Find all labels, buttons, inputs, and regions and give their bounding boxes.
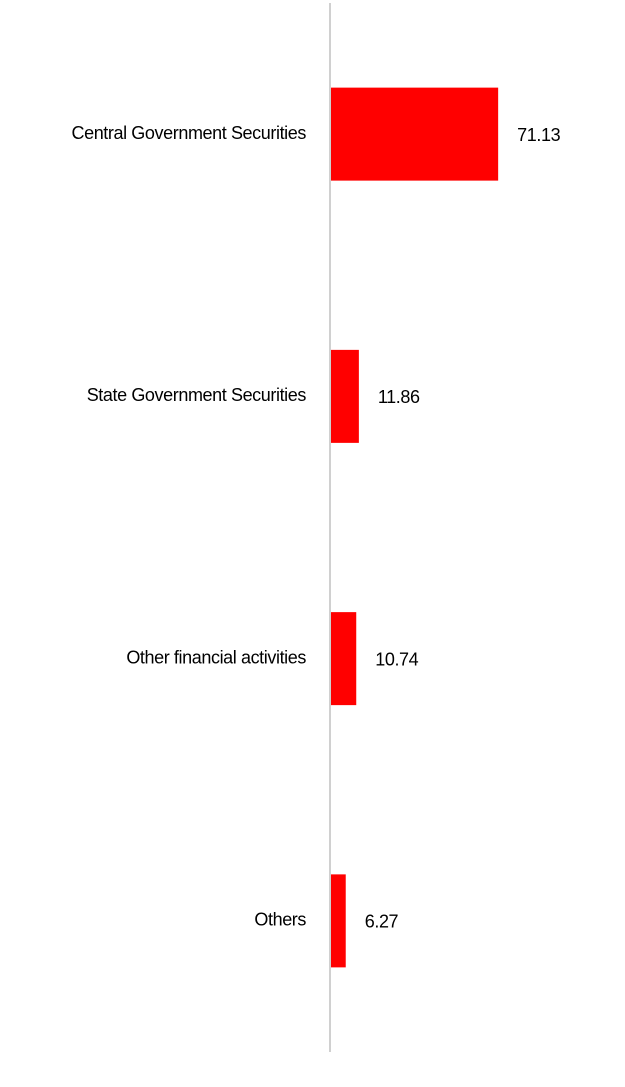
category-label: State Government Securities bbox=[87, 385, 307, 405]
category-label: Central Government Securities bbox=[71, 123, 306, 143]
bar bbox=[331, 612, 357, 706]
bar bbox=[331, 874, 346, 968]
value-label: 10.74 bbox=[375, 649, 418, 669]
bar bbox=[331, 349, 359, 443]
bar bbox=[331, 87, 499, 181]
value-label: 6.27 bbox=[365, 912, 399, 932]
value-label: 71.13 bbox=[517, 125, 560, 145]
category-label: Other financial activities bbox=[126, 647, 306, 667]
category-label: Others bbox=[254, 910, 306, 930]
value-label: 11.86 bbox=[378, 387, 420, 407]
